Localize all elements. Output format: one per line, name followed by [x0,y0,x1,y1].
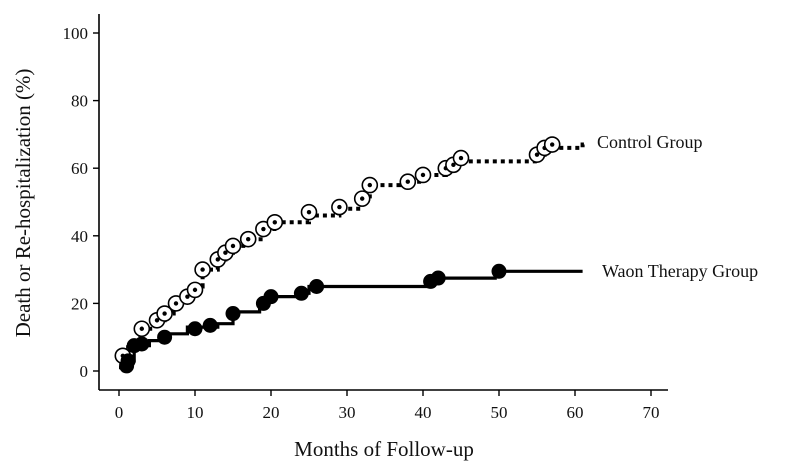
data-point-center [337,204,342,210]
x-tick-label: 70 [643,403,660,422]
label-layer: Months of Follow-up Death or Re-hospital… [11,69,758,461]
data-point [225,306,241,322]
data-point-center [246,236,251,242]
y-tick-label: 100 [63,24,89,43]
series-label-control: Control Group [597,132,703,152]
data-point-center [534,152,540,157]
data-point-center [420,172,426,178]
data-point-center [223,250,228,255]
data-point-center [173,301,179,306]
x-tick-label: 40 [415,403,432,422]
data-point [430,270,446,286]
x-tick-label: 10 [187,403,204,422]
data-point-center [162,311,167,316]
data-point-center [230,243,236,249]
axes [98,14,668,391]
data-point-center [405,179,410,184]
series-label-waon: Waon Therapy Group [602,261,758,281]
y-tick-label: 80 [71,92,88,111]
data-point [309,279,325,294]
data-point [187,321,203,337]
y-tick-label: 40 [71,227,88,246]
data-point-center [360,196,365,201]
data-point [491,263,507,279]
y-tick-label: 0 [80,362,89,381]
data-point-center [185,294,190,299]
data-point-center [192,287,198,293]
data-point-center [272,220,277,225]
data-point-center [261,226,266,232]
y-axis-title: Death or Re-hospitalization (%) [11,69,35,338]
data-point-center [550,142,555,147]
data-point-center [458,155,464,161]
data-point [120,353,136,369]
x-tick-label: 50 [491,403,508,422]
data-point [293,285,309,301]
data-point-center [451,162,456,168]
series-1 [119,263,583,374]
x-tick-label: 20 [263,403,280,422]
x-axis-title: Months of Follow-up [294,437,474,461]
data-point-center [215,257,220,262]
x-tick-label: 60 [567,403,584,422]
series-layer [114,136,587,374]
data-point-center [154,318,160,323]
y-tick-label: 20 [71,294,88,313]
data-point [263,289,279,305]
data-point [134,336,150,352]
data-point [157,329,173,345]
data-point-center [200,267,205,272]
ticks: 0 10 20 30 40 50 60 70 0 20 40 60 80 100 [63,24,660,422]
y-tick-label: 60 [71,159,88,178]
data-point [202,317,218,333]
x-tick-label: 30 [339,403,356,422]
data-point-center [139,326,144,331]
x-tick-label: 0 [115,403,124,422]
data-point-center [306,209,312,215]
data-point-center [367,182,372,188]
